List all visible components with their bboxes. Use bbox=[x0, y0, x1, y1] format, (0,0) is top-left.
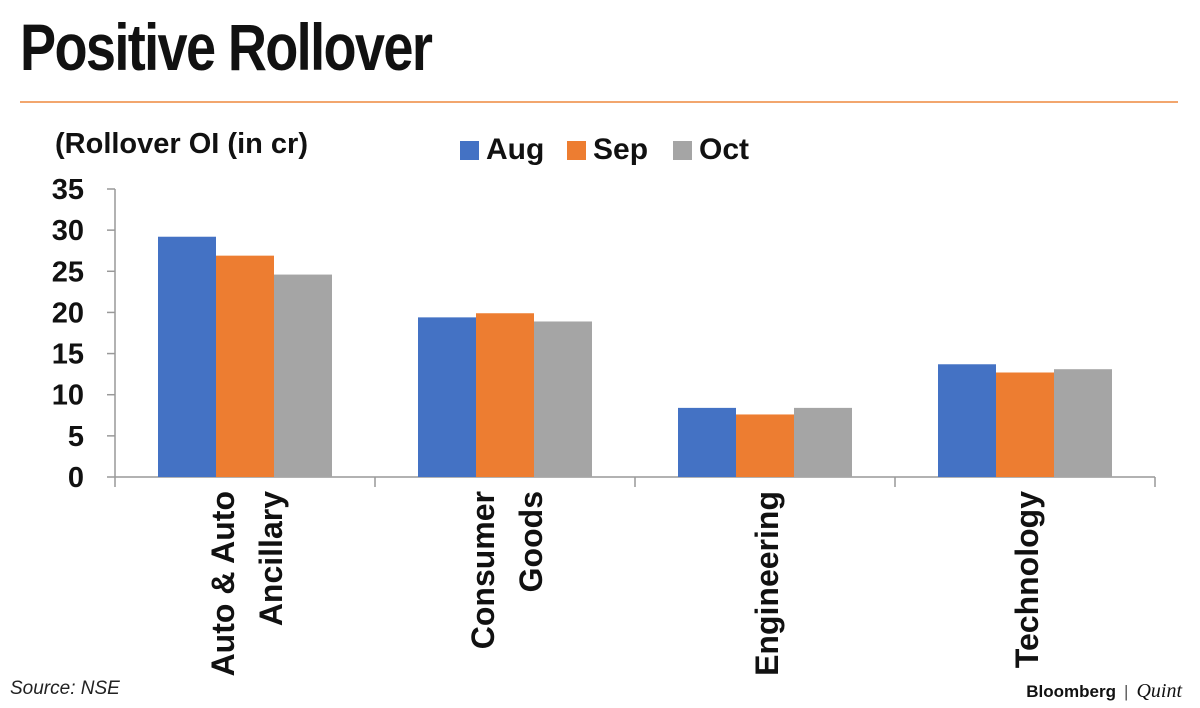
brand-logo: Bloomberg | Quint bbox=[1026, 680, 1182, 703]
legend-swatch-aug bbox=[460, 141, 479, 160]
bar-aug bbox=[158, 236, 216, 477]
title-divider bbox=[20, 101, 1178, 103]
x-category-label: Engineering bbox=[749, 491, 785, 676]
page-title: Positive Rollover bbox=[20, 10, 433, 84]
y-tick-label: 5 bbox=[68, 421, 84, 453]
bar-sep bbox=[476, 313, 534, 477]
x-category-label: Ancillary bbox=[253, 491, 289, 626]
legend-swatch-oct bbox=[673, 141, 692, 160]
y-tick-label: 0 bbox=[68, 462, 84, 494]
legend-label-aug: Aug bbox=[486, 133, 544, 166]
brand-primary: Bloomberg bbox=[1026, 681, 1117, 701]
source-note: Source: NSE bbox=[10, 678, 120, 699]
y-tick-label: 10 bbox=[52, 380, 84, 412]
bar-oct bbox=[274, 274, 332, 477]
y-tick-label: 20 bbox=[52, 297, 84, 329]
y-tick-label: 35 bbox=[52, 174, 84, 206]
y-tick-label: 15 bbox=[52, 339, 84, 371]
bar-aug bbox=[938, 364, 996, 477]
x-category-label: Consumer bbox=[465, 491, 501, 649]
bar-sep bbox=[996, 372, 1054, 477]
bar-oct bbox=[1054, 369, 1112, 477]
y-tick-label: 25 bbox=[52, 256, 84, 288]
brand-secondary: Quint bbox=[1136, 680, 1182, 702]
bar-aug bbox=[678, 407, 736, 477]
x-category-label: Auto & Auto bbox=[205, 491, 241, 676]
y-axis-label: (Rollover OI (in cr) bbox=[55, 128, 308, 160]
bar-sep bbox=[216, 255, 274, 477]
bar-aug bbox=[418, 317, 476, 477]
brand-separator: | bbox=[1124, 681, 1129, 701]
bar-oct bbox=[534, 321, 592, 477]
x-category-label: Goods bbox=[513, 491, 549, 592]
legend-swatch-sep bbox=[567, 141, 586, 160]
x-category-label: Technology bbox=[1009, 491, 1045, 668]
bar-sep bbox=[736, 414, 794, 477]
bar-oct bbox=[794, 407, 852, 477]
y-tick-label: 30 bbox=[52, 215, 84, 247]
legend-label-sep: Sep bbox=[593, 133, 648, 166]
legend-label-oct: Oct bbox=[699, 133, 749, 166]
